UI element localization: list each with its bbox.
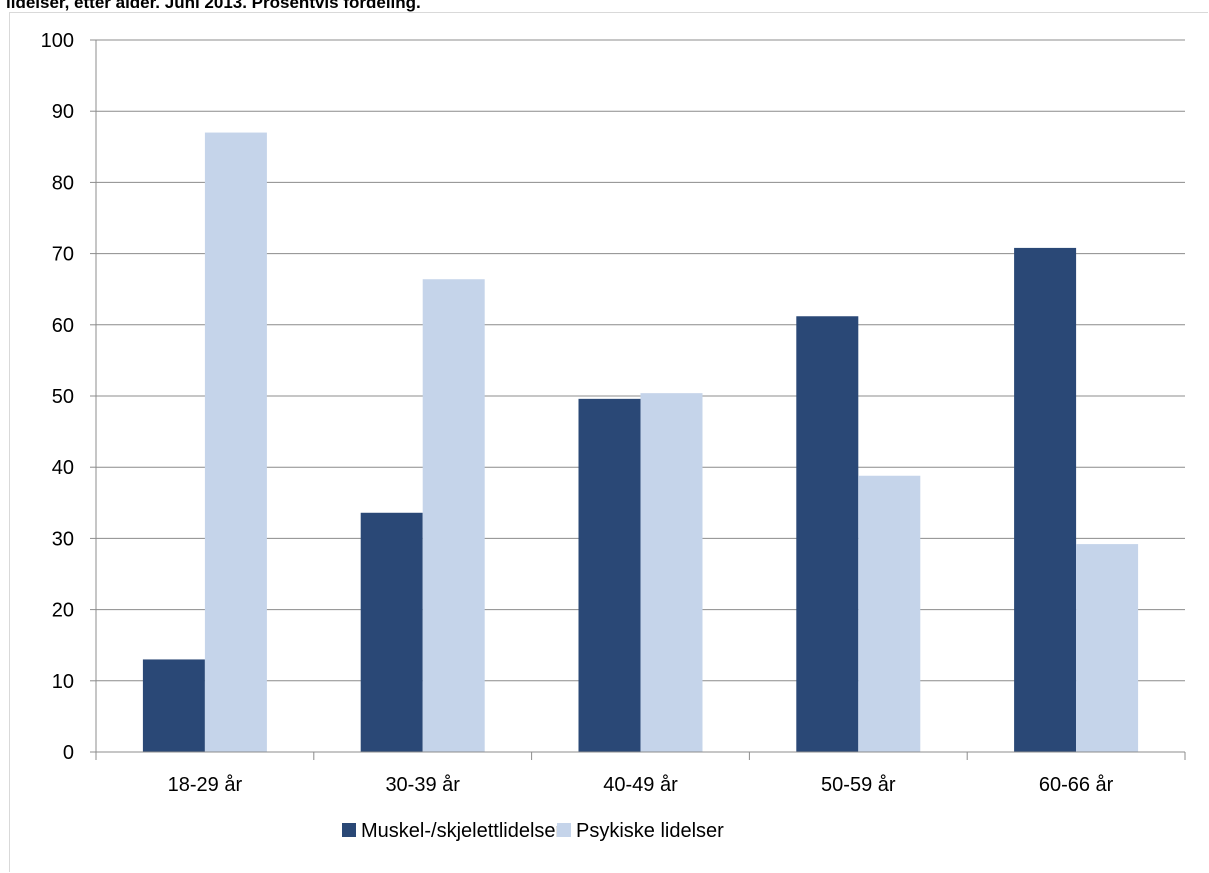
y-tick-label: 60 <box>52 315 74 337</box>
x-tick-label: 50-59 år <box>821 774 896 796</box>
bar-2-1 <box>204 132 267 752</box>
bar-1-3 <box>578 398 641 752</box>
bar-1-4 <box>796 316 859 752</box>
y-tick-label: 40 <box>52 457 74 479</box>
legend-label-1: Muskel-/skjelettlidelser <box>361 820 563 842</box>
bar-2-4 <box>858 475 921 752</box>
chart-frame <box>9 12 1208 872</box>
bar-1-2 <box>360 512 423 752</box>
legend: Muskel-/skjelettlidelser Psykiske lidelse… <box>342 820 724 842</box>
y-tick-label: 50 <box>52 386 74 408</box>
y-tick-label: 70 <box>52 244 74 266</box>
x-tick-label: 30-39 år <box>385 774 460 796</box>
y-axis-tick-labels: 0 10 20 30 40 50 60 70 80 90 100 <box>41 30 74 764</box>
y-tick-label: 90 <box>52 101 74 123</box>
chart-title: lidelser, etter alder. Juni 2013. Prosen… <box>6 0 421 12</box>
y-tick-label: 30 <box>52 528 74 550</box>
axes <box>95 40 1186 760</box>
bar-2-5 <box>1076 544 1139 752</box>
bars <box>142 132 1139 753</box>
y-tick-label: 80 <box>52 172 74 194</box>
x-tick-label: 18-29 år <box>168 774 243 796</box>
x-tick-label: 40-49 år <box>603 774 678 796</box>
y-tick-label: 10 <box>52 671 74 693</box>
y-tick-label: 0 <box>63 742 74 764</box>
bar-2-3 <box>640 393 703 752</box>
bar-1-1 <box>142 659 205 752</box>
bar-1-5 <box>1014 247 1077 753</box>
y-tick-label: 100 <box>41 30 74 52</box>
y-tick-label: 20 <box>52 600 74 622</box>
x-axis-tick-labels: 18-29 år 30-39 år 40-49 år 50-59 år 60-66 år <box>168 774 1114 796</box>
legend-swatch-2 <box>557 823 571 837</box>
gridlines <box>90 39 1185 753</box>
legend-label-2: Psykiske lidelser <box>576 820 724 842</box>
bar-2-2 <box>422 279 485 752</box>
legend-swatch-1 <box>342 823 356 837</box>
x-tick-label: 60-66 år <box>1039 774 1114 796</box>
